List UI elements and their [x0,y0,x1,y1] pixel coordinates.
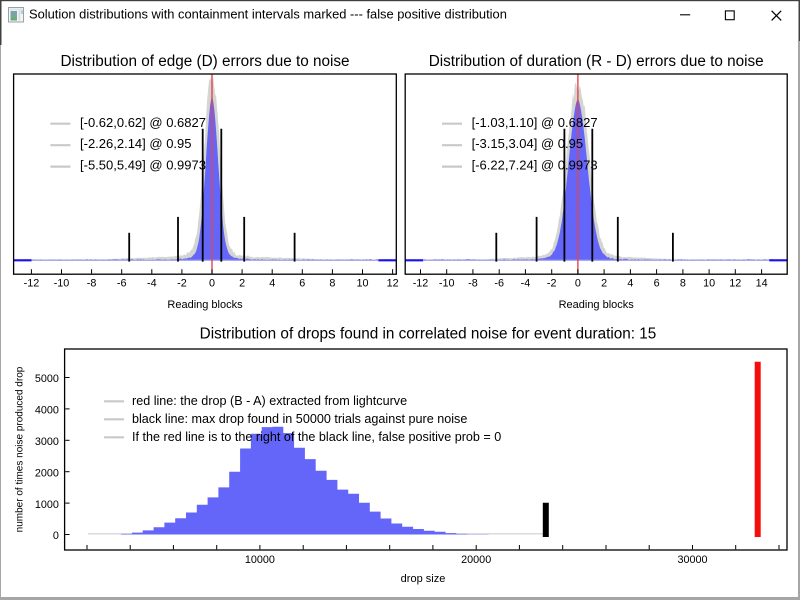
svg-text:6: 6 [299,278,305,290]
svg-text:black line: max drop found in: black line: max drop found in 50000 tria… [132,412,467,426]
svg-text:3000: 3000 [35,436,59,448]
svg-text:Reading blocks: Reading blocks [559,299,635,311]
svg-text:Distribution of edge (D) error: Distribution of edge (D) errors due to n… [60,53,349,70]
svg-text:30000: 30000 [677,554,707,566]
svg-text:0: 0 [575,278,581,290]
svg-text:Reading blocks: Reading blocks [167,299,243,311]
svg-text:-4: -4 [147,278,157,290]
svg-text:[-3.15,3.04] @ 0.95: [-3.15,3.04] @ 0.95 [472,136,583,151]
svg-text:[-5.50,5.49] @ 0.9973: [-5.50,5.49] @ 0.9973 [80,158,206,173]
svg-text:-4: -4 [521,278,531,290]
svg-text:4: 4 [627,278,633,290]
svg-text:-12: -12 [24,278,40,290]
svg-text:10000: 10000 [245,554,275,566]
svg-text:2: 2 [601,278,607,290]
svg-text:number of times noise produced: number of times noise produced drop [15,366,26,532]
svg-text:[-0.62,0.62] @ 0.6827: [-0.62,0.62] @ 0.6827 [80,115,206,130]
svg-text:10: 10 [703,278,715,290]
svg-text:0: 0 [209,278,215,290]
svg-text:red line: the drop (B - A) ext: red line: the drop (B - A) extracted fro… [132,394,407,408]
svg-text:Distribution of duration (R -: Distribution of duration (R - D) errors … [429,53,764,70]
svg-text:6: 6 [654,278,660,290]
svg-text:20000: 20000 [461,554,491,566]
svg-text:-6: -6 [117,278,127,290]
svg-text:2: 2 [239,278,245,290]
svg-text:-2: -2 [547,278,557,290]
svg-text:-10: -10 [439,278,455,290]
svg-text:-10: -10 [54,278,70,290]
svg-text:4000: 4000 [35,405,59,417]
svg-text:If the red line is to the righ: If the red line is to the right of the b… [132,430,501,444]
svg-text:10: 10 [356,278,368,290]
svg-text:-8: -8 [468,278,478,290]
svg-text:[-6.22,7.24] @ 0.9973: [-6.22,7.24] @ 0.9973 [472,158,598,173]
svg-text:-2: -2 [177,278,187,290]
svg-text:2000: 2000 [35,467,59,479]
svg-text:-6: -6 [494,278,504,290]
svg-text:-12: -12 [413,278,429,290]
svg-text:-8: -8 [87,278,97,290]
svg-text:[-2.26,2.14] @ 0.95: [-2.26,2.14] @ 0.95 [80,136,192,151]
svg-text:14: 14 [756,278,768,290]
svg-text:drop size: drop size [401,573,446,585]
svg-text:1000: 1000 [35,499,59,511]
svg-text:12: 12 [387,278,399,290]
svg-text:0: 0 [53,530,59,542]
svg-text:5000: 5000 [35,373,59,385]
svg-text:Distribution of drops found in: Distribution of drops found in correlate… [200,326,657,343]
svg-text:8: 8 [680,278,686,290]
svg-text:[-1.03,1.10] @ 0.6827: [-1.03,1.10] @ 0.6827 [472,115,598,130]
svg-text:12: 12 [729,278,741,290]
svg-text:4: 4 [269,278,275,290]
svg-text:8: 8 [329,278,335,290]
svg-text:Solution distributions with co: Solution distributions with containment … [29,7,507,22]
